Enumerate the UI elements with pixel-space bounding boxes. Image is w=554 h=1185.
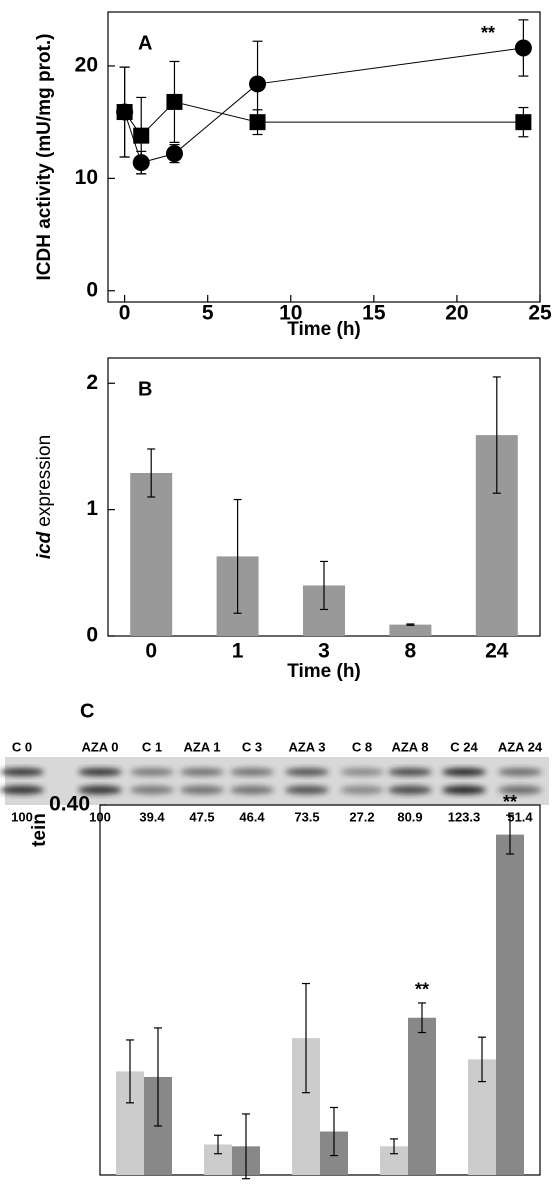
- marker-circle: [249, 75, 267, 93]
- series-line: [124, 47, 524, 164]
- x-tick-label: 24: [485, 640, 509, 663]
- y-axis-label-part: expression: [34, 435, 55, 527]
- blot-band: [388, 785, 432, 795]
- blot-band: [230, 768, 274, 776]
- lane-label: AZA 0: [81, 739, 118, 754]
- blot-band: [340, 768, 384, 776]
- annotation: **: [415, 980, 429, 1000]
- blot-band: [130, 768, 174, 776]
- marker-square: [515, 114, 532, 131]
- y-tick-label: 2: [86, 371, 98, 394]
- annotation: **: [481, 23, 495, 43]
- lane-value: 100: [89, 809, 111, 824]
- blot-band: [78, 768, 122, 776]
- x-tick-label: 25: [528, 302, 552, 325]
- blot-band: [442, 785, 486, 795]
- marker-circle: [165, 145, 183, 163]
- marker-square: [166, 93, 183, 110]
- y-tick-label: 10: [75, 166, 98, 189]
- x-tick-label: 15: [362, 302, 386, 325]
- lane-label: AZA 3: [288, 739, 325, 754]
- bar: [389, 624, 432, 636]
- lane-label: AZA 1: [183, 739, 220, 754]
- plot-frame: [107, 11, 541, 303]
- lane-label: C 8: [352, 739, 372, 754]
- y-tick-label: 0: [86, 278, 98, 301]
- blot-band: [388, 768, 432, 776]
- x-axis-label: Time (h): [287, 319, 361, 340]
- blot-band: [340, 785, 384, 795]
- panel-label: A: [138, 32, 152, 54]
- x-tick-label: 0: [145, 640, 157, 663]
- blot-band: [0, 768, 44, 776]
- y-axis-label: ICDH activity (mU/mg prot.): [34, 33, 55, 280]
- y-tick-label: 1: [86, 497, 98, 520]
- blot-band: [0, 785, 44, 795]
- blot-band: [498, 768, 542, 776]
- lane-label: C 3: [242, 739, 262, 754]
- panel-label: C: [80, 700, 94, 722]
- panel-label: B: [138, 378, 152, 400]
- blot-band: [230, 785, 274, 795]
- bar: [496, 834, 524, 1175]
- blot-band: [78, 785, 122, 795]
- y-axis-label-part: icd: [34, 531, 55, 559]
- lane-value: 73.5: [294, 809, 319, 824]
- blot-band: [285, 785, 329, 795]
- x-axis-label: Time (h): [287, 661, 361, 682]
- blot-membrane: [5, 757, 549, 805]
- y-tick-label: 0: [86, 624, 98, 647]
- x-tick-label: 5: [202, 302, 214, 325]
- bar: [130, 472, 173, 636]
- lane-value: 27.2: [349, 809, 374, 824]
- x-tick-label: 10: [279, 302, 302, 325]
- marker-square: [133, 127, 150, 144]
- lane-value: 80.9: [397, 809, 422, 824]
- y-tick-label: 20: [75, 54, 98, 77]
- lane-value: 123.3: [448, 809, 481, 824]
- y-axis-label: icd expression: [34, 435, 55, 559]
- lane-value: 100: [11, 809, 33, 824]
- x-tick-label: 0: [119, 302, 131, 325]
- series-line: [124, 101, 524, 137]
- x-tick-label: 20: [445, 302, 468, 325]
- lane-label: C 1: [142, 739, 162, 754]
- bar: [408, 1017, 436, 1175]
- x-tick-label: 1: [232, 640, 244, 663]
- lane-value: 51.4: [507, 809, 533, 824]
- lane-value: 47.5: [189, 809, 214, 824]
- blot-band: [442, 768, 486, 776]
- blot-band: [130, 785, 174, 795]
- blot-band: [180, 768, 224, 776]
- x-tick-label: 3: [318, 640, 330, 663]
- lane-value: 46.4: [239, 809, 265, 824]
- marker-square: [116, 104, 133, 121]
- lane-value: 39.4: [139, 809, 165, 824]
- annotation: **: [503, 792, 517, 812]
- marker-circle: [514, 39, 532, 57]
- blot-band: [498, 785, 542, 795]
- lane-label: AZA 24: [498, 739, 543, 754]
- lane-label: C 0: [12, 739, 32, 754]
- blot-band: [180, 785, 224, 795]
- marker-square: [249, 114, 266, 131]
- y-axis-label: tein: [29, 813, 50, 847]
- x-tick-label: 8: [405, 640, 417, 663]
- lane-label: C 24: [450, 739, 478, 754]
- blot-band: [285, 768, 329, 776]
- y-tick-label: 0.40: [49, 793, 90, 816]
- lane-label: AZA 8: [391, 739, 428, 754]
